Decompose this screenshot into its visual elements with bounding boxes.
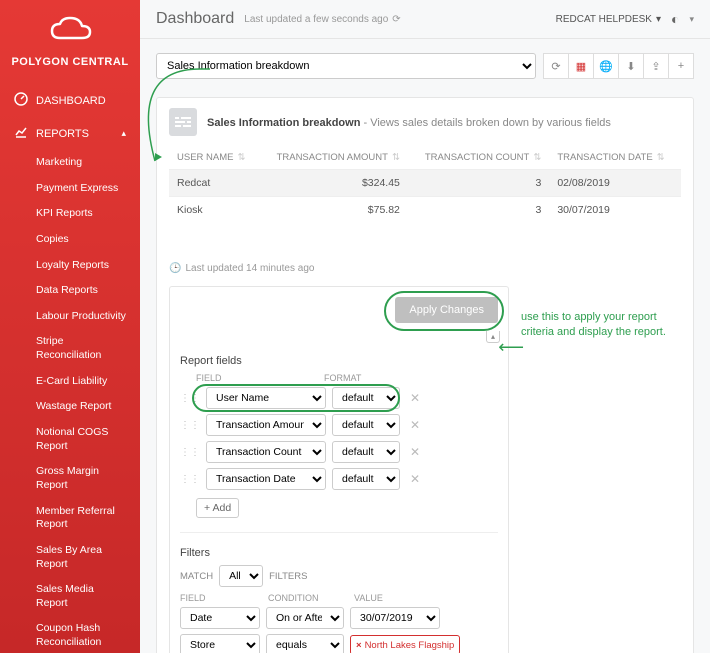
remove-field-button[interactable]: ✕ bbox=[406, 445, 424, 459]
annotation-arrow-apply: ⟵ bbox=[498, 337, 524, 358]
filter-condition-select[interactable]: equals bbox=[266, 634, 344, 653]
remove-field-button[interactable]: ✕ bbox=[406, 391, 424, 405]
sidebar-sub-item[interactable]: Payment Express bbox=[0, 176, 140, 202]
sidebar-sub-item[interactable]: Sales By Area Report bbox=[0, 538, 140, 577]
sidebar-sub-item[interactable]: Wastage Report bbox=[0, 394, 140, 420]
globe-button[interactable]: 🌐 bbox=[593, 53, 619, 79]
panel-description: - Views sales details broken down by var… bbox=[360, 117, 610, 129]
topbar: Dashboard Last updated a few seconds ago… bbox=[140, 0, 710, 39]
clock-icon: 🕒 bbox=[169, 263, 181, 274]
report-type-icon bbox=[169, 108, 197, 136]
share-button[interactable]: ⇪ bbox=[643, 53, 669, 79]
sidebar-sub-item[interactable]: E-Card Liability bbox=[0, 369, 140, 395]
filter-value-chip[interactable]: ×North Lakes Flagship bbox=[350, 635, 460, 653]
table-row[interactable]: Redcat$324.45302/08/2019 bbox=[169, 170, 681, 197]
sidebar-sub-item[interactable]: Gross Margin Report bbox=[0, 459, 140, 498]
sidebar: POLYGON CENTRAL DASHBOARD REPORTS ▴ Mark… bbox=[0, 0, 140, 653]
filter-condition-select[interactable]: On or After bbox=[266, 607, 344, 629]
field-row: ⋮⋮ Transaction Count default ✕ bbox=[180, 441, 498, 463]
download-button[interactable]: ⬇ bbox=[618, 53, 644, 79]
field-format-select[interactable]: default bbox=[332, 387, 400, 409]
filter-field-select[interactable]: Date bbox=[180, 607, 260, 629]
annotation-text: use this to apply your report criteria a… bbox=[521, 286, 681, 341]
filter-row: Store equals ×North Lakes Flagship bbox=[180, 634, 498, 653]
report-select[interactable]: Sales Information breakdown bbox=[156, 53, 536, 79]
field-format-select[interactable]: default bbox=[332, 468, 400, 490]
field-row: ⋮⋮ Transaction Amount default ✕ bbox=[180, 414, 498, 436]
panel-last-updated: 🕒 Last updated 14 minutes ago bbox=[169, 263, 681, 274]
column-header[interactable]: TRANSACTION COUNT⇅ bbox=[408, 146, 549, 170]
add-field-button[interactable]: + Add bbox=[196, 498, 239, 518]
remove-field-button[interactable]: ✕ bbox=[406, 472, 424, 486]
field-name-select[interactable]: Transaction Count bbox=[206, 441, 326, 463]
column-header[interactable]: TRANSACTION AMOUNT⇅ bbox=[259, 146, 408, 170]
drag-handle-icon[interactable]: ⋮⋮ bbox=[180, 474, 200, 485]
table-row[interactable]: Kiosk$75.82330/07/2019 bbox=[169, 197, 681, 224]
drag-handle-icon[interactable]: ⋮⋮ bbox=[180, 447, 200, 458]
gauge-icon bbox=[14, 92, 28, 109]
user-menu[interactable]: REDCAT HELPDESK ▾ bbox=[556, 14, 661, 25]
main-area: Dashboard Last updated a few seconds ago… bbox=[140, 0, 710, 653]
sidebar-sub-item[interactable]: Labour Productivity bbox=[0, 304, 140, 330]
chevron-down-icon: ▾ bbox=[689, 14, 694, 25]
sidebar-sub-item[interactable]: Marketing bbox=[0, 150, 140, 176]
sidebar-sub-item[interactable]: Data Reports bbox=[0, 278, 140, 304]
column-header[interactable]: TRANSACTION DATE⇅ bbox=[549, 146, 681, 170]
filter-row: Date On or After 30/07/2019 bbox=[180, 607, 498, 629]
filter-field-select[interactable]: Store bbox=[180, 634, 260, 653]
sidebar-item-reports[interactable]: REPORTS ▴ bbox=[0, 117, 140, 150]
sidebar-item-dashboard[interactable]: DASHBOARD bbox=[0, 84, 140, 117]
refresh-icon[interactable]: ⟳ bbox=[392, 14, 400, 25]
drag-handle-icon[interactable]: ⋮⋮ bbox=[180, 393, 200, 404]
column-header[interactable]: USER NAME⇅ bbox=[169, 146, 259, 170]
contrast-icon[interactable]: ◐ bbox=[671, 11, 679, 27]
last-updated: Last updated a few seconds ago ⟳ bbox=[244, 14, 400, 25]
add-button[interactable]: + bbox=[668, 53, 694, 79]
field-name-select[interactable]: Transaction Date bbox=[206, 468, 326, 490]
apply-changes-button[interactable]: Apply Changes bbox=[395, 297, 498, 323]
brand-name: POLYGON CENTRAL bbox=[0, 56, 140, 84]
sidebar-item-label: REPORTS bbox=[36, 128, 89, 140]
grid-view-button[interactable]: ▦ bbox=[568, 53, 594, 79]
field-name-select[interactable]: Transaction Amount bbox=[206, 414, 326, 436]
filters-title: Filters bbox=[180, 547, 498, 559]
refresh-button[interactable]: ⟳ bbox=[543, 53, 569, 79]
collapse-toggle[interactable]: ▴ bbox=[486, 331, 500, 343]
config-panel: Apply Changes ⟵ ▴ Report fields FIELD FO… bbox=[169, 286, 509, 653]
remove-field-button[interactable]: ✕ bbox=[406, 418, 424, 432]
sidebar-sub-item[interactable]: KPI Reports bbox=[0, 201, 140, 227]
drag-handle-icon[interactable]: ⋮⋮ bbox=[180, 420, 200, 431]
sidebar-sub-item[interactable]: Coupon Hash Reconciliation bbox=[0, 616, 140, 653]
chevron-down-icon: ▾ bbox=[656, 14, 661, 25]
field-row: ⋮⋮ Transaction Date default ✕ bbox=[180, 468, 498, 490]
sidebar-sub-item[interactable]: Member Referral Report bbox=[0, 499, 140, 538]
sidebar-sub-item[interactable]: Notional COGS Report bbox=[0, 420, 140, 459]
view-toolbar: ⟳ ▦ 🌐 ⬇ ⇪ + bbox=[544, 53, 694, 79]
match-select[interactable]: All bbox=[219, 565, 263, 587]
report-panel: Sales Information breakdown - Views sale… bbox=[156, 97, 694, 653]
sidebar-sub-item[interactable]: Stripe Reconciliation bbox=[0, 329, 140, 368]
field-format-select[interactable]: default bbox=[332, 414, 400, 436]
sidebar-item-label: DASHBOARD bbox=[36, 95, 106, 107]
field-row: ⋮⋮ User Name default ✕ bbox=[180, 387, 498, 409]
report-fields-title: Report fields bbox=[180, 355, 498, 367]
logo bbox=[0, 0, 140, 56]
results-table: USER NAME⇅TRANSACTION AMOUNT⇅TRANSACTION… bbox=[169, 146, 681, 223]
panel-title: Sales Information breakdown bbox=[207, 117, 360, 129]
sidebar-sub-item[interactable]: Sales Media Report bbox=[0, 577, 140, 616]
field-format-select[interactable]: default bbox=[332, 441, 400, 463]
page-title: Dashboard bbox=[156, 10, 234, 28]
filter-value-select[interactable]: 30/07/2019 bbox=[350, 607, 440, 629]
chart-icon bbox=[14, 125, 28, 142]
sidebar-sub-item[interactable]: Copies bbox=[0, 227, 140, 253]
chevron-up-icon: ▴ bbox=[121, 128, 126, 139]
sidebar-sub-item[interactable]: Loyalty Reports bbox=[0, 253, 140, 279]
field-name-select[interactable]: User Name bbox=[206, 387, 326, 409]
